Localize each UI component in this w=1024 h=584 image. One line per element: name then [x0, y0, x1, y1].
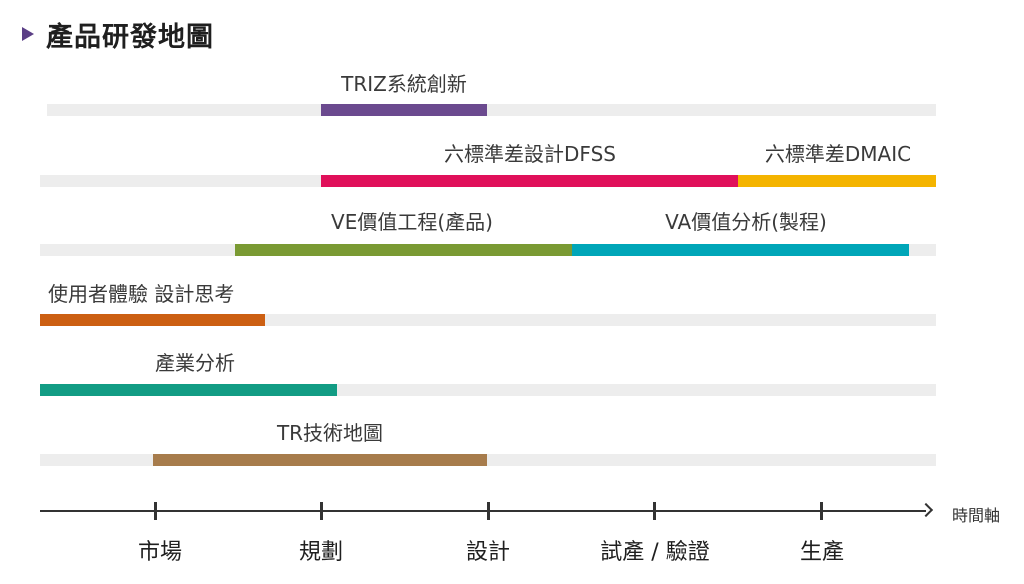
page-title: 產品研發地圖 [46, 21, 214, 53]
axis-label-pilot: 試產 / 驗證 [600, 540, 710, 565]
label-dfss: 六標準差設計DFSS [444, 142, 616, 166]
axis-tick-design [487, 502, 490, 520]
bar-ve [235, 244, 572, 256]
bar-tr [153, 454, 487, 466]
bar-triz [321, 104, 487, 116]
track-row-1 [47, 104, 936, 116]
label-dmaic: 六標準差DMAIC [764, 142, 912, 166]
bar-industry [40, 384, 337, 396]
axis-arrow-icon [918, 502, 934, 518]
label-ve: VE價值工程(產品) [331, 210, 493, 234]
bar-va [572, 244, 909, 256]
page-header: 產品研發地圖 [22, 14, 214, 54]
axis-label-design: 設計 [465, 540, 511, 565]
axis-label-production: 生產 [799, 540, 845, 565]
bar-ux [40, 314, 265, 326]
axis-tick-production [820, 502, 823, 520]
bar-dfss [321, 175, 738, 187]
axis-tick-market [154, 502, 157, 520]
axis-tick-pilot [653, 502, 656, 520]
axis-label-market: 市場 [137, 540, 183, 565]
label-va: VA價值分析(製程) [665, 210, 827, 234]
title-arrow-icon [22, 27, 34, 41]
label-ux: 使用者體驗 設計思考 [48, 282, 235, 306]
label-tr: TR技術地圖 [276, 421, 384, 445]
label-triz: TRIZ系統創新 [341, 72, 467, 96]
label-industry: 產業分析 [155, 351, 235, 375]
time-axis-title: 時間軸 [952, 506, 1001, 525]
axis-tick-planning [320, 502, 323, 520]
time-axis-line [40, 510, 926, 512]
axis-label-planning: 規劃 [298, 540, 344, 565]
bar-dmaic [738, 175, 936, 187]
